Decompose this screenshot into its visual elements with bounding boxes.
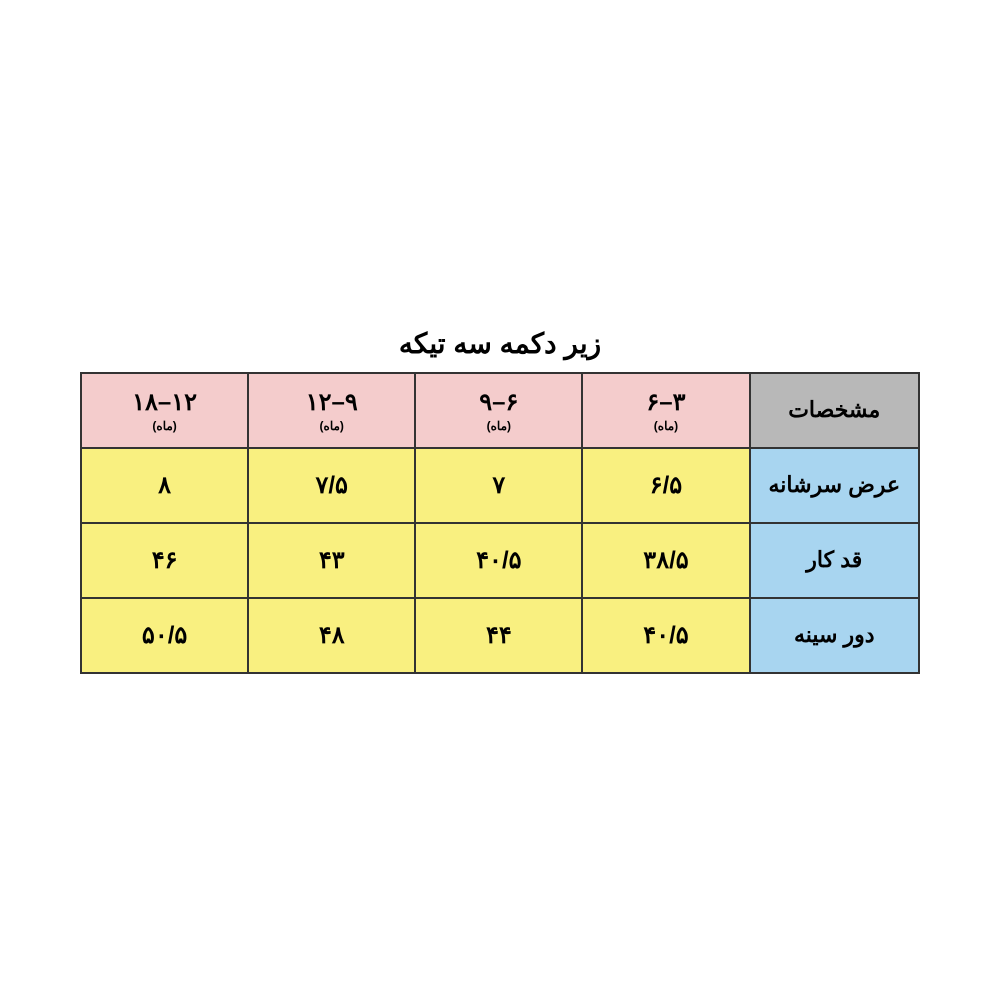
size-sub-1: (ماه): [416, 419, 581, 433]
data-cell-1-3: ۴۶: [81, 523, 248, 598]
table-row-2: دور سینه ۴۰/۵ ۴۴ ۴۸ ۵۰/۵: [81, 598, 919, 673]
data-cell-0-2: ۷/۵: [248, 448, 415, 523]
data-cell-1-1: ۴۰/۵: [415, 523, 582, 598]
row-label-1: قد کار: [750, 523, 919, 598]
data-cell-0-1: ۷: [415, 448, 582, 523]
size-main-2: ۹–۱۲: [249, 388, 414, 417]
data-cell-2-0: ۴۰/۵: [582, 598, 749, 673]
size-header-3: ۱۲–۱۸ (ماه): [81, 373, 248, 448]
data-cell-1-0: ۳۸/۵: [582, 523, 749, 598]
size-sub-3: (ماه): [82, 419, 247, 433]
table-row-1: قد کار ۳۸/۵ ۴۰/۵ ۴۳ ۴۶: [81, 523, 919, 598]
data-cell-0-3: ۸: [81, 448, 248, 523]
chart-title: زیر دکمه سه تیکه: [399, 327, 601, 360]
data-cell-2-2: ۴۸: [248, 598, 415, 673]
data-cell-1-2: ۴۳: [248, 523, 415, 598]
size-header-0: ۳–۶ (ماه): [582, 373, 749, 448]
size-main-3: ۱۲–۱۸: [82, 388, 247, 417]
row-label-2: دور سینه: [750, 598, 919, 673]
size-header-2: ۹–۱۲ (ماه): [248, 373, 415, 448]
size-main-0: ۳–۶: [583, 388, 748, 417]
size-header-1: ۶–۹ (ماه): [415, 373, 582, 448]
size-chart-container: زیر دکمه سه تیکه مشخصات ۳–۶ (ماه) ۶–۹ (م…: [80, 327, 920, 674]
data-cell-2-3: ۵۰/۵: [81, 598, 248, 673]
size-table: مشخصات ۳–۶ (ماه) ۶–۹ (ماه) ۹–۱۲ (ماه) ۱۲…: [80, 372, 920, 674]
table-row-0: عرض سرشانه ۶/۵ ۷ ۷/۵ ۸: [81, 448, 919, 523]
size-sub-2: (ماه): [249, 419, 414, 433]
data-cell-2-1: ۴۴: [415, 598, 582, 673]
size-sub-0: (ماه): [583, 419, 748, 433]
row-label-0: عرض سرشانه: [750, 448, 919, 523]
data-cell-0-0: ۶/۵: [582, 448, 749, 523]
header-row: مشخصات ۳–۶ (ماه) ۶–۹ (ماه) ۹–۱۲ (ماه) ۱۲…: [81, 373, 919, 448]
spec-header: مشخصات: [750, 373, 919, 448]
size-main-1: ۶–۹: [416, 388, 581, 417]
